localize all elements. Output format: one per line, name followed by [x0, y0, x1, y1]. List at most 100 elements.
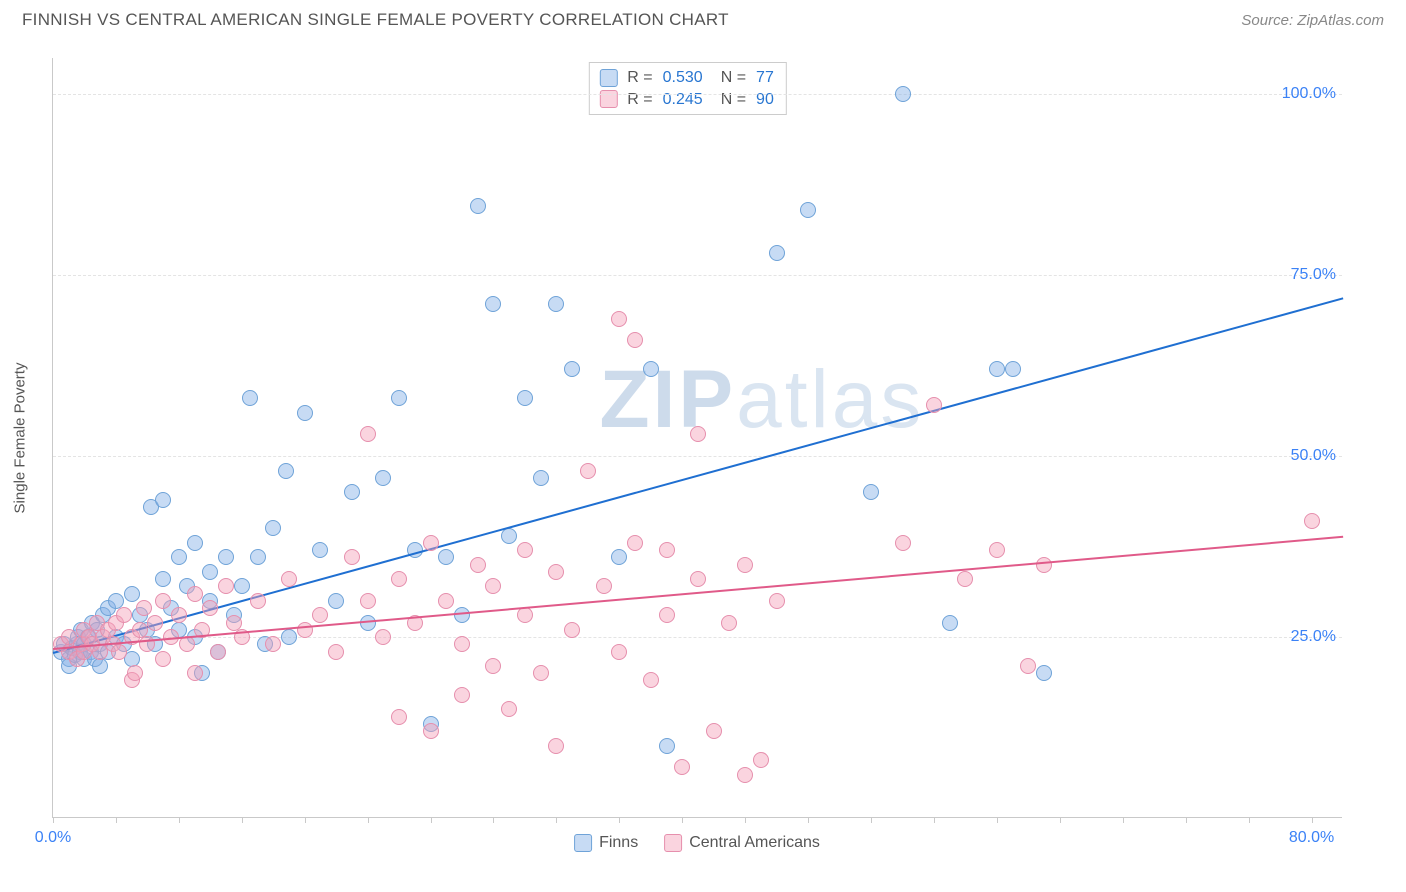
source-prefix: Source: [1241, 12, 1297, 29]
scatter-point-finns [375, 470, 391, 486]
scatter-point-finns [171, 549, 187, 565]
n-value-centralamericans[interactable]: 90 [756, 89, 774, 111]
scatter-point-finns [1005, 361, 1021, 377]
scatter-point-finns [533, 470, 549, 486]
scatter-point-finns [344, 484, 360, 500]
scatter-point-central-americans [360, 593, 376, 609]
r-value-finns[interactable]: 0.530 [663, 67, 703, 89]
gridline-h [53, 275, 1342, 276]
scatter-point-central-americans [155, 651, 171, 667]
scatter-point-finns [278, 463, 294, 479]
scatter-point-central-americans [187, 586, 203, 602]
legend-swatch-centralamericans [664, 834, 682, 852]
scatter-point-central-americans [171, 607, 187, 623]
scatter-point-central-americans [737, 767, 753, 783]
plot-wrap: Single Female Poverty ZIPatlas R = 0.530… [52, 58, 1342, 818]
scatter-point-finns [989, 361, 1005, 377]
watermark-bold: ZIP [600, 354, 737, 445]
scatter-point-finns [234, 578, 250, 594]
scatter-point-finns [659, 738, 675, 754]
scatter-point-finns [155, 492, 171, 508]
scatter-point-central-americans [627, 535, 643, 551]
scatter-point-central-americans [517, 607, 533, 623]
scatter-point-central-americans [202, 600, 218, 616]
r-value-centralamericans[interactable]: 0.245 [663, 89, 703, 111]
n-label: N = [721, 67, 746, 89]
chart-header: FINNISH VS CENTRAL AMERICAN SINGLE FEMAL… [0, 0, 1406, 38]
x-tick [1060, 817, 1061, 823]
gridline-h [53, 456, 1342, 457]
plot-area: ZIPatlas R = 0.530 N = 77 R = 0.245 N = … [52, 58, 1342, 818]
scatter-point-central-americans [360, 426, 376, 442]
scatter-point-finns [863, 484, 879, 500]
scatter-point-central-americans [957, 571, 973, 587]
scatter-point-finns [218, 549, 234, 565]
scatter-point-finns [564, 361, 580, 377]
scatter-point-finns [155, 571, 171, 587]
scatter-point-finns [312, 542, 328, 558]
stats-row-centralamericans: R = 0.245 N = 90 [599, 89, 774, 111]
scatter-point-finns [438, 549, 454, 565]
scatter-point-central-americans [250, 593, 266, 609]
swatch-centralamericans [599, 90, 617, 108]
watermark-light: atlas [736, 354, 924, 445]
scatter-point-central-americans [312, 607, 328, 623]
scatter-point-central-americans [391, 571, 407, 587]
x-tick [808, 817, 809, 823]
x-tick [1312, 817, 1313, 823]
scatter-point-central-americans [1304, 513, 1320, 529]
scatter-point-finns [643, 361, 659, 377]
y-tick-label: 50.0% [1291, 447, 1336, 465]
stats-legend-box: R = 0.530 N = 77 R = 0.245 N = 90 [588, 62, 787, 115]
scatter-point-central-americans [926, 397, 942, 413]
scatter-point-finns [800, 202, 816, 218]
x-tick [493, 817, 494, 823]
x-tick [1186, 817, 1187, 823]
scatter-point-central-americans [281, 571, 297, 587]
chart-title: FINNISH VS CENTRAL AMERICAN SINGLE FEMAL… [22, 10, 729, 30]
stats-row-finns: R = 0.530 N = 77 [599, 67, 774, 89]
n-value-finns[interactable]: 77 [756, 67, 774, 89]
scatter-point-central-americans [737, 557, 753, 573]
scatter-point-central-americans [1020, 658, 1036, 674]
scatter-point-finns [391, 390, 407, 406]
x-tick [368, 817, 369, 823]
scatter-point-central-americans [111, 644, 127, 660]
scatter-point-central-americans [454, 636, 470, 652]
scatter-point-central-americans [116, 607, 132, 623]
n-label-2: N = [721, 89, 746, 111]
scatter-point-central-americans [210, 644, 226, 660]
scatter-point-finns [548, 296, 564, 312]
scatter-point-central-americans [423, 723, 439, 739]
legend-item-finns: Finns [574, 834, 638, 852]
x-tick [556, 817, 557, 823]
x-tick [53, 817, 54, 823]
scatter-point-finns [124, 586, 140, 602]
scatter-point-central-americans [564, 622, 580, 638]
scatter-point-finns [1036, 665, 1052, 681]
gridline-h [53, 94, 1342, 95]
x-tick [871, 817, 872, 823]
x-tick [1249, 817, 1250, 823]
scatter-point-central-americans [548, 738, 564, 754]
scatter-point-central-americans [328, 644, 344, 660]
scatter-point-finns [769, 245, 785, 261]
scatter-point-finns [281, 629, 297, 645]
scatter-point-finns [328, 593, 344, 609]
scatter-point-central-americans [659, 542, 675, 558]
scatter-point-central-americans [470, 557, 486, 573]
x-tick [682, 817, 683, 823]
scatter-point-central-americans [375, 629, 391, 645]
scatter-point-finns [895, 86, 911, 102]
scatter-point-central-americans [548, 564, 564, 580]
y-tick-label: 100.0% [1282, 85, 1336, 103]
x-tick [934, 817, 935, 823]
x-tick [1123, 817, 1124, 823]
legend-label-finns: Finns [599, 834, 638, 852]
r-label: R = [627, 67, 652, 89]
scatter-point-central-americans [611, 311, 627, 327]
legend-swatch-finns [574, 834, 592, 852]
legend-item-centralamericans: Central Americans [664, 834, 820, 852]
legend-label-centralamericans: Central Americans [689, 834, 820, 852]
scatter-point-finns [202, 564, 218, 580]
